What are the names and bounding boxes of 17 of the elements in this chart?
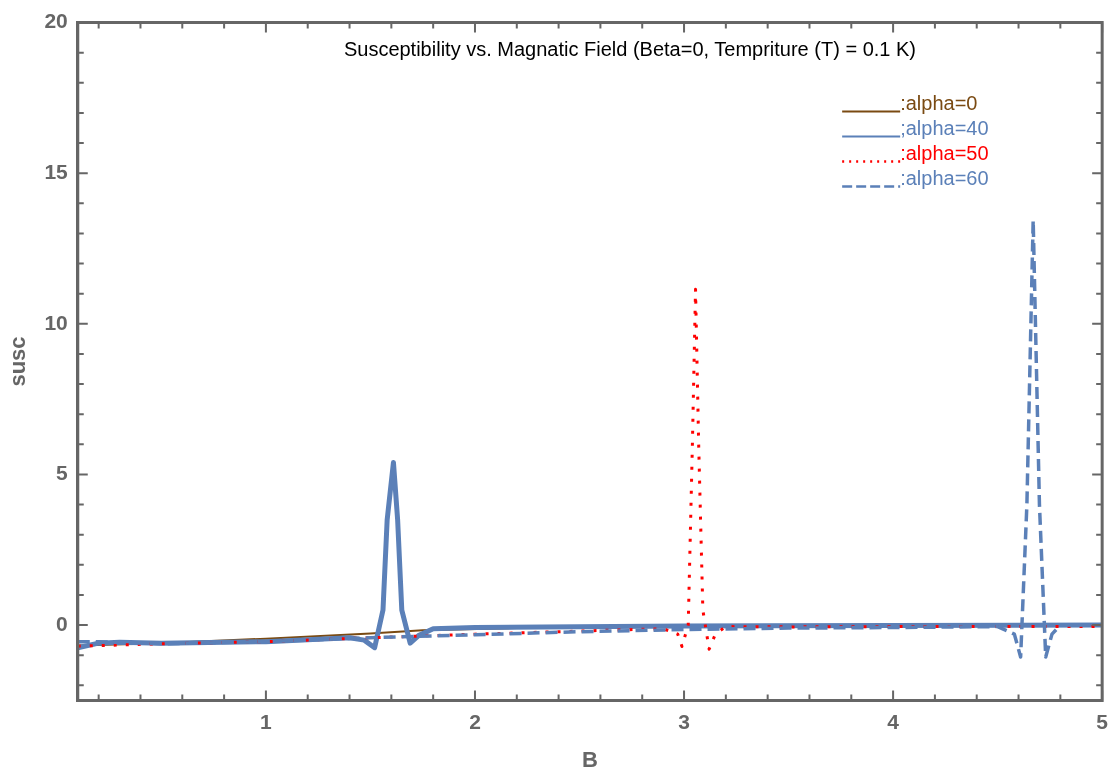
x-tick-label: 2 [469,709,481,733]
text: Susceptibility vs. Magnatic Field (Beta=0, Tempriture (T) = 0.1 K) [343,38,917,61]
y-tick-label: 15 [44,160,69,184]
y-tick-label: 0 [56,611,68,635]
x-tick-label: 5 [1096,709,1109,733]
legend-label: :alpha=50 [900,142,989,165]
y-tick-label: 20 [44,9,68,33]
legend-label: :alpha=0 [900,92,978,115]
legend-label: ;alpha=40 [900,117,989,140]
y-axis-title: susc [5,336,31,387]
legend-label: :alpha=60 [900,167,989,190]
x-tick-label: 1 [260,709,273,733]
y-tick-label: 10 [44,310,68,334]
y-tick-label: 5 [56,461,69,485]
x-axis-title: B [582,746,598,772]
x-tick-label: 3 [678,709,690,733]
x-tick-label: 4 [887,709,900,733]
